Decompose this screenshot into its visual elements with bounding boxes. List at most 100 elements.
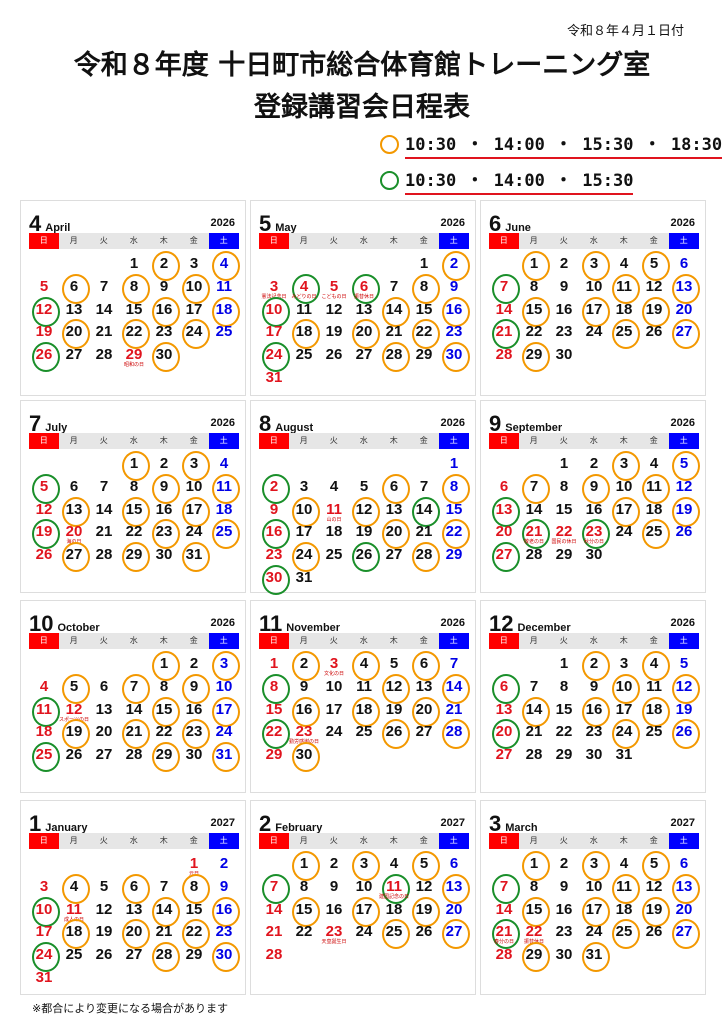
day-cell-orange-session: 5 xyxy=(409,851,440,881)
day-number: 18 xyxy=(615,900,633,918)
day-cell: 7 xyxy=(519,676,549,698)
month-name: June xyxy=(505,222,531,234)
day-cell-orange-session: 19 xyxy=(59,719,90,750)
day-number: 19 xyxy=(675,500,693,518)
weekday-label: 金 xyxy=(639,833,669,849)
day-number: 20 xyxy=(125,923,143,941)
day-number: 18 xyxy=(325,523,343,541)
day-cell-green-session: 25 xyxy=(29,742,60,773)
day-number: 23 xyxy=(155,523,173,541)
month-card-february: 2 February 2027 日月火水木金土 1 2 3 4 5 6 7 8 9 10 11 建国記念の日 1… xyxy=(250,800,476,995)
day-number: 14 xyxy=(265,900,283,918)
day-cell: 2 xyxy=(579,453,609,475)
weekday-label: 水 xyxy=(349,833,379,849)
day-cell-orange-session: 2 xyxy=(439,251,470,281)
weekday-label: 火 xyxy=(89,833,119,849)
day-number: 13 xyxy=(355,300,373,318)
day-cell-orange-session: 5 xyxy=(59,673,90,704)
day-cell-orange-session: 6 xyxy=(119,873,150,904)
month-card-may: 5 May 2026 日月火水木金土 1 2 3 憲法記念日 4 みどりの日 5 こどもの日 6 振替休日… xyxy=(250,200,476,396)
day-cell: 22 xyxy=(149,721,179,743)
month-heading: 9 September xyxy=(489,411,562,437)
day-cell: 4 xyxy=(609,253,639,275)
day-number: 13 xyxy=(125,900,143,918)
day-cell-orange-session: 15 xyxy=(289,896,320,927)
day-cell-green-session: 21 敬老の日 xyxy=(519,519,550,550)
day-cell-orange-session: 25 xyxy=(609,319,640,350)
day-number: 15 xyxy=(525,300,543,318)
day-number: 2 xyxy=(159,255,169,272)
day-cell: 20 海の日 xyxy=(59,521,89,545)
day-number: 8 xyxy=(299,877,309,895)
day-cell: 23 勤労感謝の日 xyxy=(289,721,319,745)
weekday-label: 木 xyxy=(379,433,409,449)
day-cell: 26 xyxy=(639,921,669,943)
day-cell: 1 xyxy=(119,253,149,275)
weekday-label: 月 xyxy=(289,833,319,849)
day-number: 25 xyxy=(355,723,373,741)
day-cell-orange-session: 22 xyxy=(409,319,440,350)
weekday-label: 木 xyxy=(379,633,409,649)
day-cell: 7 xyxy=(89,276,119,298)
day-cell: 11 xyxy=(289,299,319,321)
day-cell: 19 xyxy=(669,699,699,721)
day-number: 10 xyxy=(265,300,283,318)
day-number: 14 xyxy=(495,300,513,318)
day-cell-orange-session: 31 xyxy=(579,942,610,973)
month-card-july: 7 July 2026 日月火水木金土 1 2 3 4 5 6 7 8 9 10 11 12 13 14 15 16 1… xyxy=(20,400,246,593)
day-number: 28 xyxy=(415,546,433,564)
day-number: 13 xyxy=(65,300,83,318)
day-cell-orange-session: 18 xyxy=(349,696,380,727)
day-cell: 27 xyxy=(379,544,409,566)
day-number: 16 xyxy=(585,500,603,518)
day-number: 8 xyxy=(189,877,199,895)
day-cell: 20 xyxy=(669,299,699,321)
day-number: 23 xyxy=(555,923,573,941)
day-number: 26 xyxy=(675,523,693,541)
day-number: 4 xyxy=(359,655,369,672)
day-cell-green-session: 21 xyxy=(489,319,520,350)
weekday-label: 月 xyxy=(519,833,549,849)
day-cell-orange-session: 6 xyxy=(409,651,440,681)
day-cell-orange-session: 16 xyxy=(149,296,180,327)
day-number: 14 xyxy=(385,300,403,318)
day-number: 25 xyxy=(325,546,343,564)
day-cell: 10 xyxy=(579,276,609,298)
day-cell-orange-session: 22 xyxy=(439,519,470,550)
day-cell: 13 xyxy=(119,899,149,921)
day-number: 25 xyxy=(65,946,83,964)
day-cell: 21 xyxy=(409,521,439,543)
day-cell-orange-session: 25 xyxy=(609,919,640,950)
footnote: ※都合により変更になる場合があります xyxy=(32,1002,228,1015)
day-cell-orange-session: 18 xyxy=(639,696,670,727)
day-cell: 26 xyxy=(59,744,89,766)
day-number: 5 xyxy=(419,855,429,872)
day-number: 6 xyxy=(69,477,79,495)
day-number: 28 xyxy=(385,346,403,364)
day-cell: 31 xyxy=(289,567,319,589)
day-cell: 5 xyxy=(669,653,699,675)
day-number: 16 xyxy=(555,900,573,918)
day-number: 22 xyxy=(525,923,543,941)
day-number: 4 xyxy=(39,677,49,695)
holiday-label: 文化の日 xyxy=(323,671,344,677)
day-number: 20 xyxy=(65,523,83,541)
day-cell-orange-session: 19 xyxy=(409,896,440,927)
day-number: 11 xyxy=(296,300,312,318)
day-number: 16 xyxy=(555,300,573,318)
day-cell: 17 xyxy=(29,921,59,943)
weekday-header: 日月火水木金土 xyxy=(259,833,469,849)
day-cell-orange-session: 27 xyxy=(59,542,90,573)
day-number: 4 xyxy=(219,455,229,472)
day-number: 23 xyxy=(585,523,603,541)
day-number: 12 xyxy=(675,677,693,695)
day-number: 5 xyxy=(679,655,689,672)
month-year: 2027 xyxy=(670,817,695,829)
month-heading: 7 July xyxy=(29,411,67,437)
day-cell-orange-session: 25 xyxy=(379,919,410,950)
day-cell: 3 xyxy=(609,653,639,675)
day-number: 3 xyxy=(589,855,599,872)
day-cell: 16 xyxy=(149,499,179,521)
day-cell-green-session: 11 xyxy=(29,696,60,727)
day-number: 26 xyxy=(65,746,83,764)
